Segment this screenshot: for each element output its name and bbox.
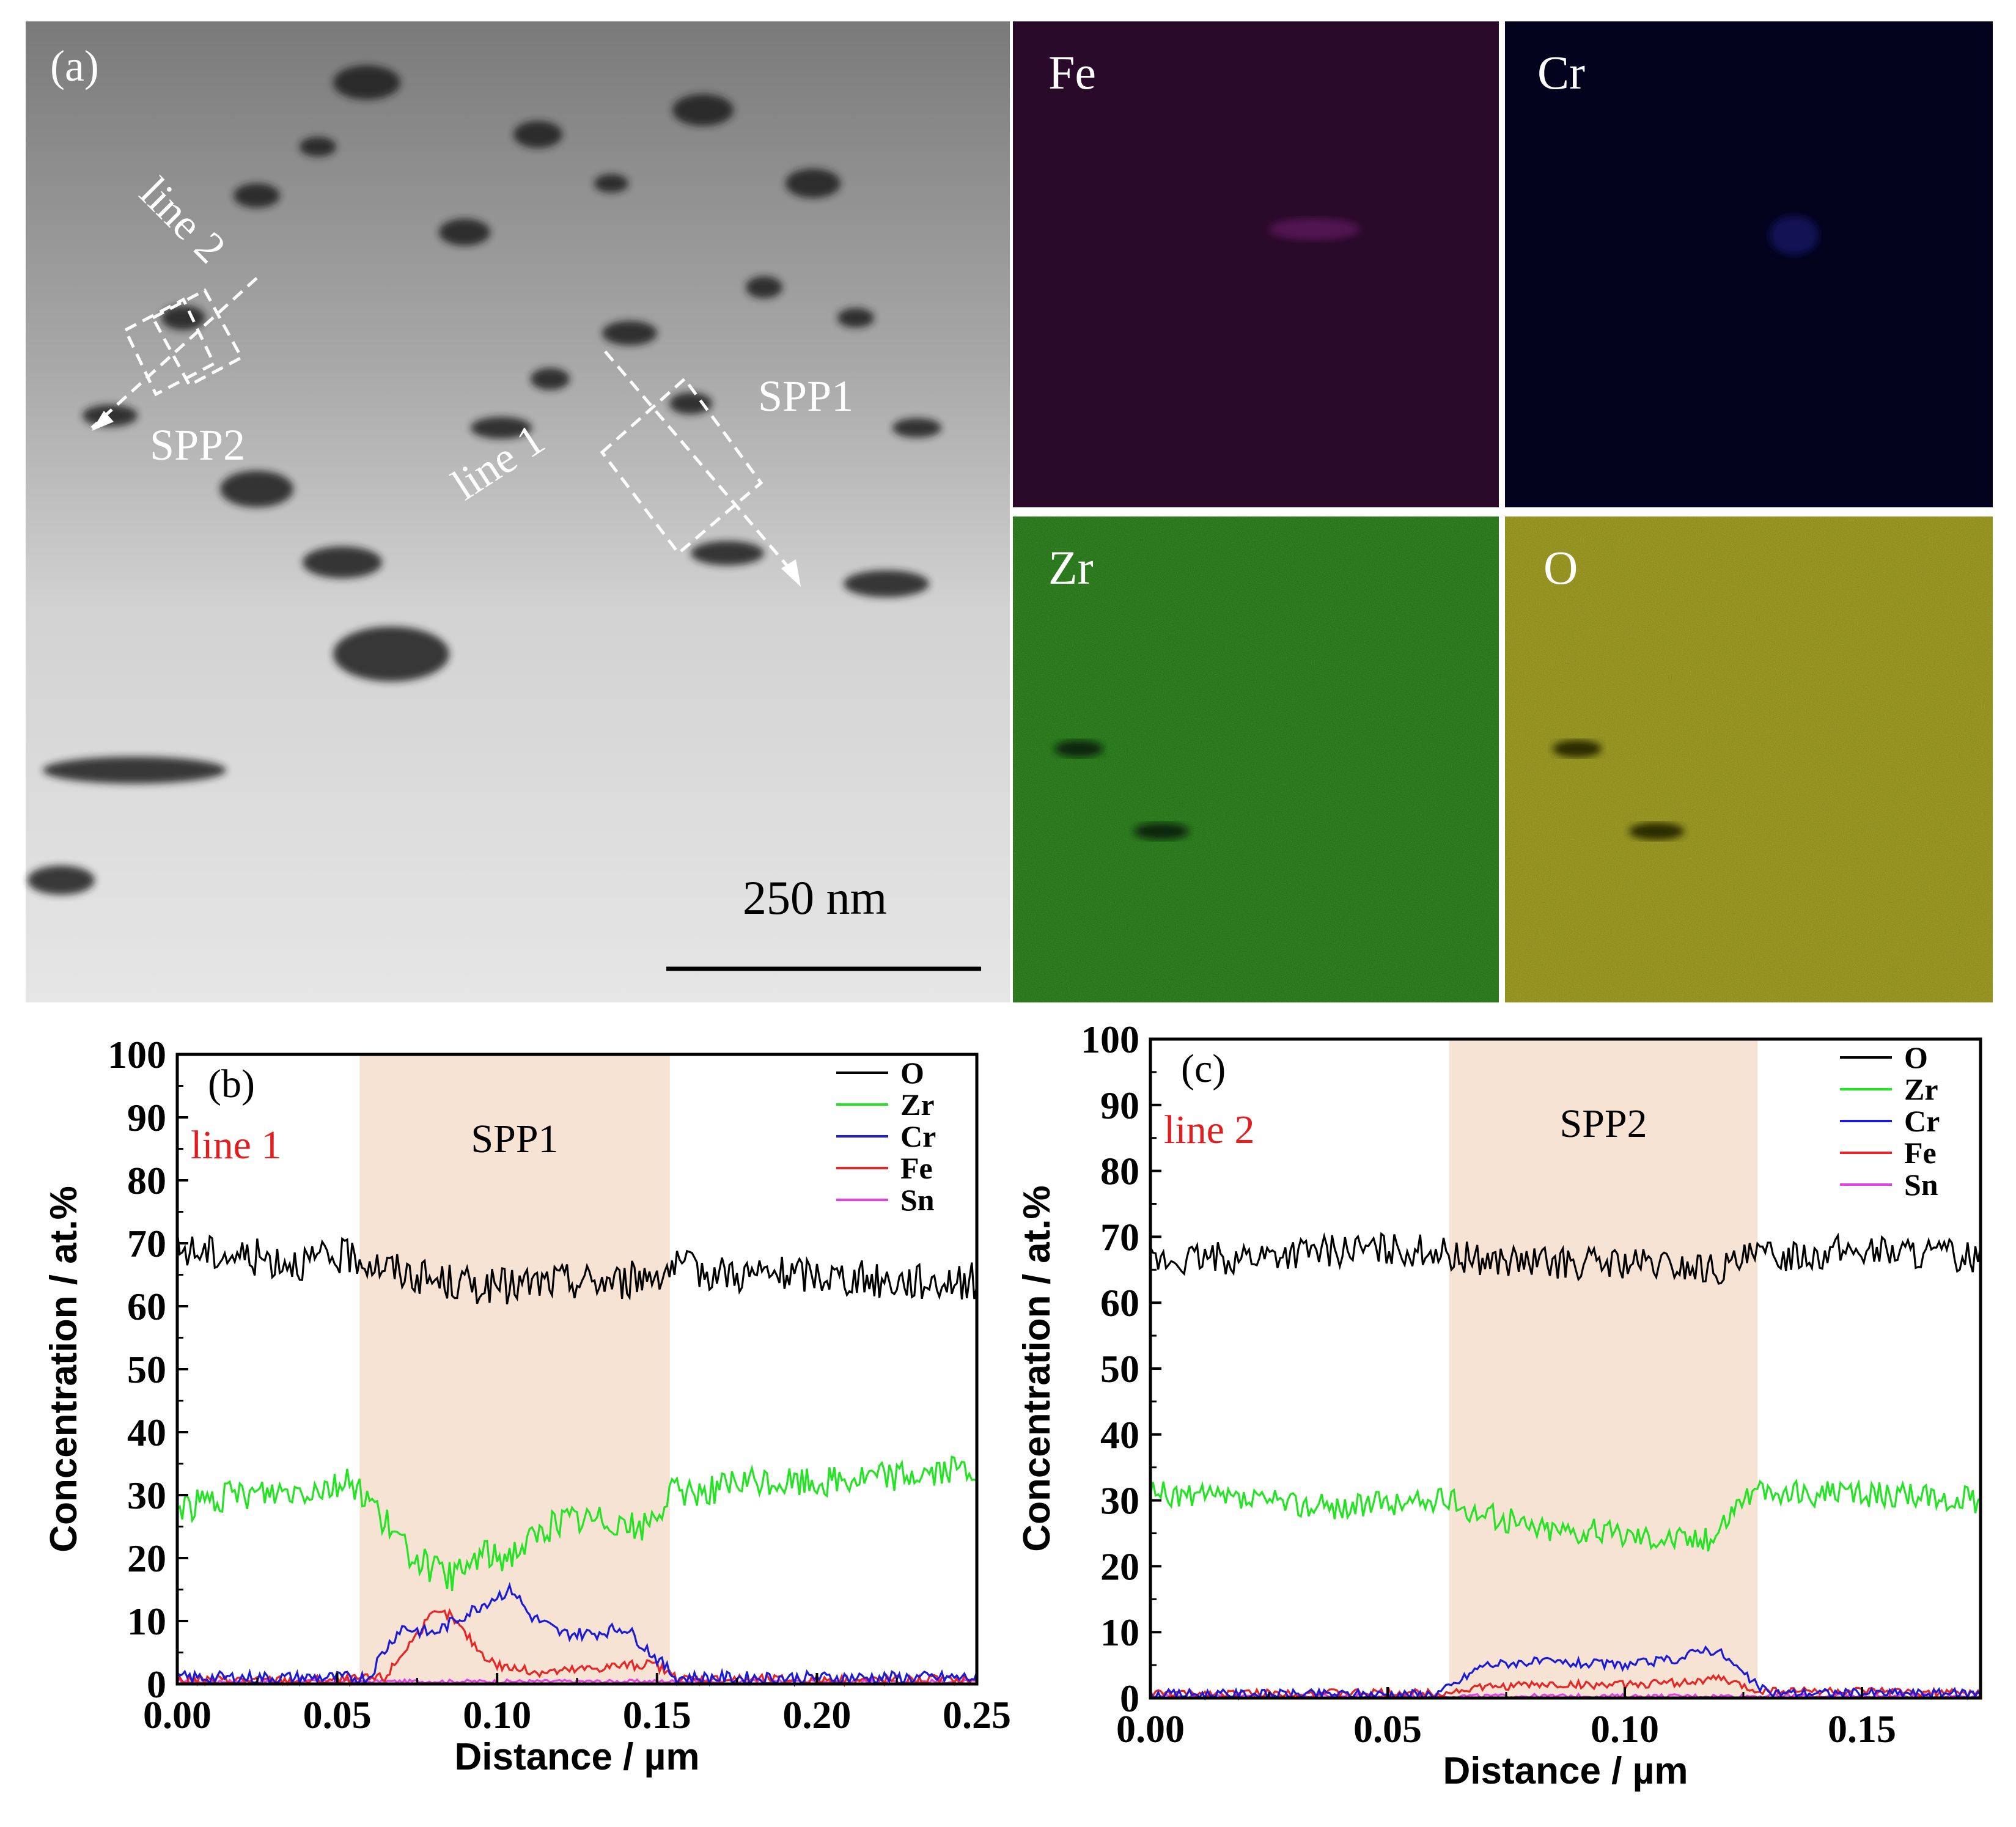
spp2-region-label: SPP2 (1560, 1101, 1647, 1146)
y-tick-label: 30 (127, 1474, 166, 1517)
eds-map-cr: Cr (1505, 21, 1993, 507)
series-line-fe (1150, 1674, 1982, 1699)
legend-label-fe: Fe (900, 1151, 933, 1185)
spp2-label: SPP2 (150, 421, 245, 469)
series-line-o (176, 1232, 978, 1305)
map-fe-label: Fe (1048, 46, 1096, 99)
spp-region-band (359, 1054, 670, 1684)
x-tick-label: 0.15 (623, 1693, 691, 1737)
spp1-region-label: SPP1 (471, 1117, 558, 1161)
panel-a-label: (a) (50, 42, 99, 90)
panel-c-label: (c) (1181, 1046, 1226, 1091)
x-tick-label: 0.10 (463, 1693, 531, 1737)
x-tick-label: 0.25 (943, 1693, 1011, 1737)
y-tick-label: 50 (1100, 1347, 1139, 1391)
map-cr-label: Cr (1537, 46, 1585, 99)
legend-label-sn: Sn (1904, 1167, 1938, 1202)
y-tick-label: 70 (1100, 1215, 1139, 1259)
y-tick-label: 40 (127, 1411, 166, 1454)
tem-precipitates (28, 65, 941, 895)
x-tick-label: 0.00 (1116, 1707, 1185, 1751)
scale-bar-label: 250 nm (743, 871, 887, 924)
series-line-zr (176, 1455, 977, 1592)
legend-label-cr: Cr (900, 1119, 936, 1153)
series-line-cr (176, 1582, 978, 1688)
y-axis-label: Concentration / at.% (43, 1186, 85, 1552)
y-tick-label: 40 (1100, 1413, 1139, 1457)
y-tick-label: 100 (108, 1033, 166, 1076)
y-tick-label: 0 (1120, 1677, 1139, 1720)
x-tick-label: 0.05 (303, 1693, 372, 1737)
x-axis-label: Distance / µm (455, 1736, 700, 1778)
x-tick-label: 0.15 (1828, 1707, 1896, 1751)
legend-label-zr: Zr (1904, 1072, 1938, 1106)
x-tick-label: 0.20 (782, 1693, 851, 1737)
legend-label-fe: Fe (1904, 1136, 1937, 1170)
series-line-o (1149, 1232, 1982, 1285)
y-tick-label: 90 (1100, 1084, 1139, 1127)
chart-b: 0 10 20 30 40 50 60 70 80 90 100 0.00 0.05 0.10 0.15 0.… (43, 1033, 1011, 1778)
y-tick-label: 0 (147, 1663, 166, 1706)
y-tick-label: 50 (127, 1348, 166, 1391)
y-tick-label: 80 (127, 1159, 166, 1202)
y-tick-label: 20 (1100, 1545, 1139, 1588)
y-tick-label: 70 (127, 1222, 166, 1265)
legend-label-zr: Zr (900, 1087, 935, 1122)
tem-annotation-boxes (90, 277, 796, 576)
eds-map-o: O (1505, 516, 1993, 1002)
line-1-label: line 1 (191, 1123, 281, 1167)
legend-label-sn: Sn (900, 1183, 935, 1217)
legend-label-cr: Cr (1904, 1104, 1940, 1138)
eds-map-fe: Fe (1013, 21, 1499, 507)
panel-b-label: (b) (208, 1062, 255, 1106)
legend-label-o: O (900, 1056, 924, 1090)
y-tick-label: 90 (127, 1096, 166, 1139)
y-tick-label: 10 (127, 1600, 166, 1643)
x-tick-label: 0.10 (1591, 1707, 1659, 1751)
line1-arrowhead (781, 559, 801, 587)
eds-map-zr: Zr (1013, 516, 1499, 1002)
y-tick-label: 80 (1100, 1150, 1139, 1193)
y-tick-label: 30 (1100, 1479, 1139, 1523)
spp1-label: SPP1 (758, 372, 853, 421)
line2-arrowhead (92, 411, 114, 431)
y-tick-label: 60 (127, 1285, 166, 1328)
series-line-fe (176, 1608, 978, 1688)
x-tick-label: 0.00 (143, 1693, 212, 1737)
spp-region-band (1449, 1039, 1758, 1698)
map-zr-label: Zr (1048, 541, 1094, 594)
y-axis-label: Concentration / at.% (1016, 1185, 1058, 1551)
x-tick-label: 0.05 (1353, 1707, 1422, 1751)
legend-label-o: O (1904, 1040, 1928, 1075)
y-tick-label: 20 (127, 1537, 166, 1580)
line-2-label: line 2 (1164, 1108, 1254, 1152)
y-tick-label: 60 (1100, 1281, 1139, 1325)
tem-image: (a) line 2 line 1 SPP1 SPP2 250 nm (26, 21, 1010, 1002)
series-line-zr (1149, 1479, 1982, 1552)
x-axis-label: Distance / µm (1443, 1750, 1688, 1792)
chart-c: 0 10 20 30 40 50 60 70 80 90 100 0.00 0.05 0.10 0.15 (… (1016, 1018, 1982, 1792)
y-tick-label: 100 (1081, 1018, 1139, 1061)
y-tick-label: 10 (1100, 1611, 1139, 1654)
map-o-label: O (1543, 541, 1578, 594)
